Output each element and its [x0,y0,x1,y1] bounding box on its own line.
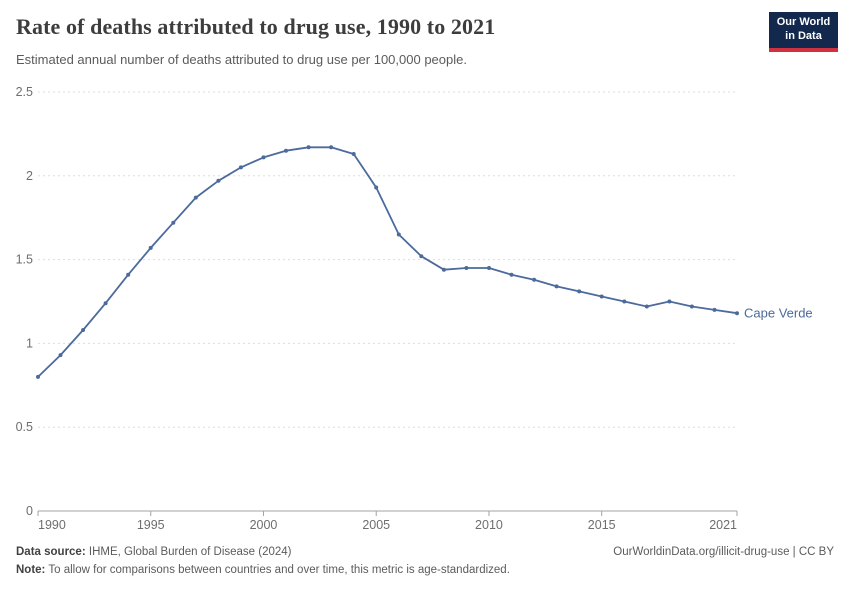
owid-logo-line2: in Data [785,30,822,42]
chart-note: Note: To allow for comparisons between c… [16,564,834,576]
data-point-2004[interactable] [351,152,356,156]
x-tick-label-2005: 2005 [362,518,390,532]
data-point-2015[interactable] [599,294,604,299]
data-point-2011[interactable] [509,272,514,277]
y-tick-label-0: 0 [26,504,33,518]
x-tick-label-2021: 2021 [709,518,737,532]
y-tick-label-2.5: 2.5 [16,85,33,99]
data-point-1996[interactable] [171,220,176,225]
x-tick-label-2015: 2015 [588,518,616,532]
y-tick-label-2: 2 [26,169,33,183]
data-source-text: IHME, Global Burden of Disease (2024) [88,546,292,558]
series-line-cape-verde[interactable] [37,146,738,378]
data-point-2007[interactable] [419,254,424,259]
note-text: To allow for comparisons between countri… [48,564,510,576]
data-point-1993[interactable] [103,301,108,306]
license-link[interactable]: OurWorldinData.org/illicit-drug-use | CC… [613,546,834,558]
data-point-2016[interactable] [622,299,627,304]
data-point-1997[interactable] [193,195,198,200]
data-point-1994[interactable] [126,272,131,277]
data-point-1999[interactable] [238,165,243,170]
data-point-2001[interactable] [284,148,288,153]
data-point-2005[interactable] [374,185,379,190]
data-point-2006[interactable] [396,232,401,237]
data-point-2000[interactable] [261,155,266,160]
data-point-2013[interactable] [554,284,559,289]
data-point-2017[interactable] [644,304,649,309]
x-tick-label-1995: 1995 [137,518,165,532]
data-point-1995[interactable] [148,245,153,250]
series-label-cape-verde: Cape Verde [744,306,813,321]
x-tick-label-1990: 1990 [38,518,66,532]
data-source-label: Data source: [16,546,86,558]
x-tick-label-2010: 2010 [475,518,503,532]
data-point-2021[interactable] [735,311,739,316]
data-source: Data source: IHME, Global Burden of Dise… [16,546,292,558]
chart-footer: Data source: IHME, Global Burden of Dise… [16,546,834,576]
data-point-1991[interactable] [58,353,63,358]
data-point-2012[interactable] [532,277,537,282]
owid-logo-line1: Our World [776,16,831,29]
data-point-2002[interactable] [306,145,311,150]
chart-canvas: 0 0.5 1 1.5 2 2.5 1990 1995 2000 2005 2010 2015 2021… [16,85,813,532]
data-point-2014[interactable] [577,289,582,294]
data-point-2019[interactable] [689,304,694,309]
owid-logo[interactable]: Our World in Data [769,12,838,52]
data-point-2009[interactable] [464,266,469,270]
data-point-2010[interactable] [487,266,491,270]
y-tick-label-1.5: 1.5 [16,253,33,267]
data-point-1998[interactable] [216,178,221,183]
data-point-2003[interactable] [329,145,334,150]
line-chart: 0 0.5 1 1.5 2 2.5 1990 1995 2000 2005 2010 2015 2021… [0,78,850,545]
data-point-2008[interactable] [441,267,446,272]
page-title: Rate of deaths attributed to drug use, 1… [16,14,496,39]
y-tick-label-1: 1 [26,336,33,350]
chart-subtitle: Estimated annual number of deaths attrib… [16,52,467,67]
data-point-1992[interactable] [81,328,86,332]
data-point-2018[interactable] [667,299,672,304]
data-point-2020[interactable] [712,307,717,312]
note-label: Note: [16,564,46,576]
x-tick-label-2000: 2000 [250,518,278,532]
y-tick-label-0.5: 0.5 [16,420,33,434]
data-point-1990[interactable] [36,374,40,379]
